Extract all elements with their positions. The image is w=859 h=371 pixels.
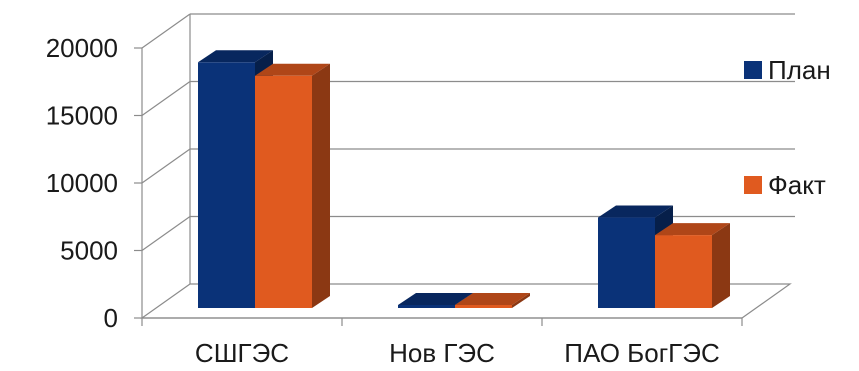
bar <box>255 63 330 308</box>
bar-front <box>198 62 255 308</box>
bar-front <box>598 217 655 308</box>
y-tick-label: 20000 <box>46 33 118 63</box>
y-tick-label: 0 <box>104 303 118 333</box>
gridline-side <box>141 216 191 251</box>
y-tick-label: 5000 <box>60 236 118 266</box>
y-tick-label: 15000 <box>46 101 118 131</box>
bar-front <box>255 75 312 308</box>
bar-side <box>712 223 730 308</box>
legend-swatch <box>744 61 762 79</box>
bar <box>655 223 730 308</box>
bar-side <box>312 63 330 308</box>
bar-front <box>455 305 512 308</box>
gridline-side <box>141 81 191 116</box>
gridline-side <box>141 148 191 184</box>
legend-item: План <box>744 55 831 85</box>
bar-front <box>655 235 712 308</box>
bars <box>198 50 730 309</box>
bar-side <box>512 293 530 308</box>
legend-swatch <box>744 176 762 194</box>
axes <box>134 47 743 326</box>
y-tick-label: 10000 <box>46 168 118 198</box>
bar-top <box>598 205 673 218</box>
legend-label: Факт <box>768 170 826 200</box>
legend-item: Факт <box>744 170 826 200</box>
category-label: СШГЭС <box>195 338 289 368</box>
category-label: Нов ГЭС <box>389 338 495 368</box>
legend: План Факт <box>744 55 831 200</box>
bar-top <box>398 293 473 305</box>
bar-front <box>398 305 455 308</box>
legend-label: План <box>768 55 831 85</box>
bar-top <box>255 63 330 76</box>
category-label: ПАО БогГЭС <box>564 338 719 368</box>
y-tick-labels: 0 5000 10000 15000 20000 <box>46 33 118 333</box>
bar-top <box>655 223 730 236</box>
category-labels: СШГЭС Нов ГЭС ПАО БогГЭС <box>195 338 720 368</box>
gridline-side <box>141 13 191 49</box>
bar-top <box>198 50 273 63</box>
bar-top <box>455 293 530 305</box>
bar <box>455 293 530 308</box>
